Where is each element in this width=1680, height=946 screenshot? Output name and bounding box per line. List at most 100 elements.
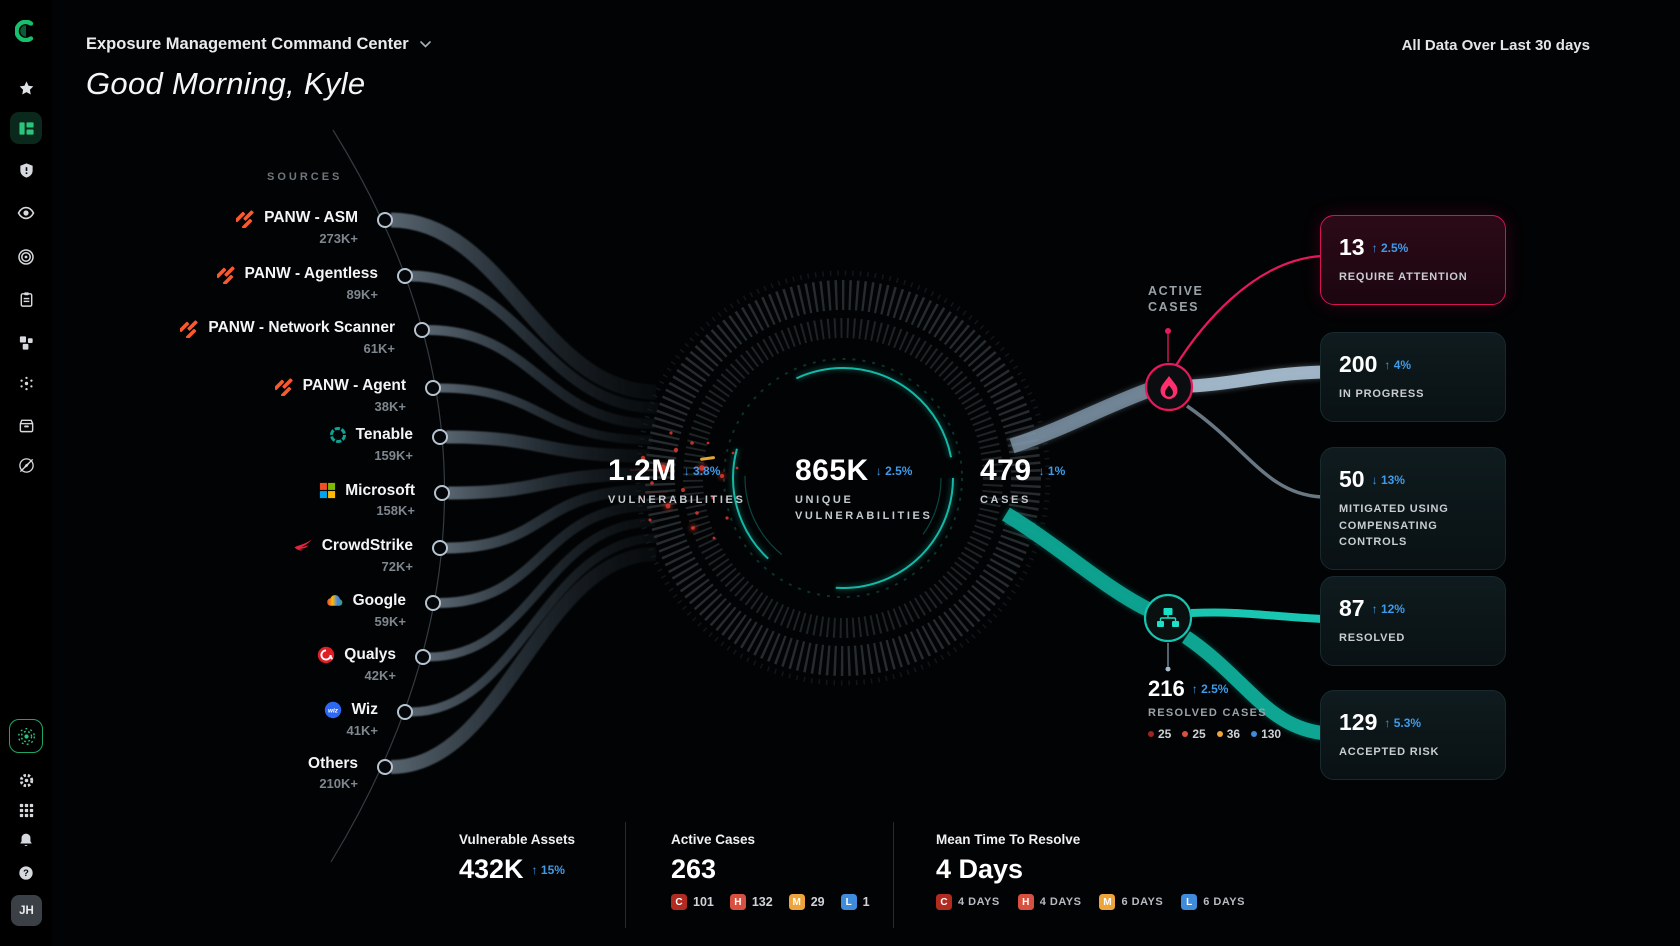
source-name: Tenable xyxy=(355,426,413,443)
page-title-dropdown[interactable]: Exposure Management Command Center xyxy=(86,35,431,54)
qualys-logo-icon xyxy=(318,646,335,664)
app-grid-icon[interactable] xyxy=(10,794,42,826)
greeting-text: Good Morning, Kyle xyxy=(86,66,366,101)
source-node[interactable] xyxy=(397,268,413,284)
card-mitigated[interactable]: 50 ↓ 13% MITIGATED USING COMPENSATING CO… xyxy=(1320,447,1506,570)
time-range-filter[interactable]: All Data Over Last 30 days xyxy=(1401,37,1590,54)
stat-label: CASES xyxy=(980,494,1031,506)
stat-value: 865K xyxy=(795,454,869,487)
source-node[interactable] xyxy=(415,649,431,665)
severity-critical: C 101 xyxy=(671,894,714,910)
resolved-label: RESOLVED CASES xyxy=(1148,707,1267,719)
source-name: Google xyxy=(352,592,406,609)
stat-vulnerabilities: 1.2M ↓ 3.8% VULNERABILITIES xyxy=(608,454,745,509)
star-icon[interactable] xyxy=(10,72,42,104)
source-node[interactable] xyxy=(377,212,393,228)
user-avatar[interactable]: JH xyxy=(11,895,42,926)
source-node[interactable] xyxy=(425,595,441,611)
bell-icon[interactable] xyxy=(10,824,42,856)
source-item-microsoft[interactable]: Microsoft 158K+ xyxy=(318,481,415,518)
footer-divider xyxy=(625,822,626,928)
shield-alert-icon[interactable] xyxy=(10,154,42,186)
active-cases-label: ACTIVE CASES xyxy=(1148,284,1204,314)
stat-cases: 479 ↓ 1% CASES xyxy=(980,454,1065,509)
source-item-panw-asm[interactable]: PANW - ASM 273K+ xyxy=(236,208,358,246)
source-item-panw-agent[interactable]: PANW - Agent 38K+ xyxy=(274,376,406,414)
page-title: Exposure Management Command Center xyxy=(86,35,409,53)
clipboard-icon[interactable] xyxy=(10,283,42,315)
stat-value: 1.2M xyxy=(608,454,677,487)
sitemap-icon xyxy=(1157,608,1179,627)
svg-text:?: ? xyxy=(23,868,29,878)
flame-icon xyxy=(1160,376,1178,399)
source-count: 41K+ xyxy=(346,723,378,738)
blocks-icon[interactable] xyxy=(10,326,42,358)
source-count: 59K+ xyxy=(374,614,406,629)
source-name: PANW - Agent xyxy=(302,377,406,394)
source-node[interactable] xyxy=(432,540,448,556)
compass-icon[interactable] xyxy=(10,449,42,481)
target-icon[interactable] xyxy=(10,241,42,273)
resolved-cases-node[interactable] xyxy=(1143,593,1193,672)
sidebar: ? JH xyxy=(0,0,52,946)
sparkle-icon[interactable] xyxy=(10,367,42,399)
google-cloud-logo-icon xyxy=(326,595,343,606)
chevron-down-icon xyxy=(419,41,431,48)
dashboard-icon-active[interactable] xyxy=(10,112,42,144)
crowdstrike-logo-icon xyxy=(294,539,312,551)
ai-assistant-button[interactable] xyxy=(9,719,43,753)
gear-icon[interactable] xyxy=(10,764,42,796)
card-resolved[interactable]: 87 ↑ 12% RESOLVED xyxy=(1320,576,1506,666)
active-cases-node[interactable] xyxy=(1144,328,1194,412)
archive-box-icon[interactable] xyxy=(10,409,42,441)
stat-value: 479 xyxy=(980,454,1032,487)
cortex-logo[interactable] xyxy=(10,15,42,47)
card-require-attention[interactable]: 13 ↑ 2.5% REQUIRE ATTENTION xyxy=(1320,215,1506,305)
eye-icon[interactable] xyxy=(10,197,42,229)
stat-unique-vulnerabilities: 865K ↓ 2.5% UNIQUE VULNERABILITIES xyxy=(795,454,932,525)
card-accepted-risk[interactable]: 129 ↑ 5.3% ACCEPTED RISK xyxy=(1320,690,1506,780)
source-item-panw-agentless[interactable]: PANW - Agentless 89K+ xyxy=(216,264,378,302)
stat-label: VULNERABILITIES xyxy=(608,494,746,506)
footer-divider xyxy=(893,822,894,928)
card-in-progress[interactable]: 200 ↑ 4% IN PROGRESS xyxy=(1320,332,1506,422)
source-node[interactable] xyxy=(397,704,413,720)
source-node[interactable] xyxy=(432,429,448,445)
sources-heading: SOURCES xyxy=(267,171,343,183)
svg-text:wiz: wiz xyxy=(328,707,339,714)
source-node[interactable] xyxy=(425,380,441,396)
source-name: Microsoft xyxy=(345,481,415,499)
severity-medium: M 29 xyxy=(788,894,825,910)
panw-logo-icon xyxy=(216,266,235,284)
source-node[interactable] xyxy=(414,322,430,338)
source-name: CrowdStrike xyxy=(321,537,413,554)
tenable-logo-icon xyxy=(329,427,346,443)
source-item-qualys[interactable]: Qualys 42K+ xyxy=(316,645,396,683)
severity-dot-high: 25 xyxy=(1182,727,1206,741)
source-item-others[interactable]: Others 210K+ xyxy=(308,755,358,791)
source-count: 89K+ xyxy=(346,287,378,302)
source-item-panw-network-scanner[interactable]: PANW - Network Scanner 61K+ xyxy=(180,318,395,356)
resolved-value: 216 xyxy=(1148,676,1185,701)
panw-logo-icon xyxy=(236,210,254,228)
source-node[interactable] xyxy=(377,759,393,775)
source-name: PANW - ASM xyxy=(264,209,358,226)
microsoft-logo-icon xyxy=(320,482,336,499)
source-item-wiz[interactable]: wiz Wiz 41K+ xyxy=(323,700,378,738)
source-name: Others xyxy=(308,755,358,772)
source-item-google[interactable]: Google 59K+ xyxy=(324,591,406,629)
resolved-severity-breakdown: 25 25 36 130 xyxy=(1148,727,1281,741)
panw-logo-icon xyxy=(274,378,293,396)
source-item-crowdstrike[interactable]: CrowdStrike 72K+ xyxy=(292,536,413,574)
source-item-tenable[interactable]: Tenable 159K+ xyxy=(328,425,413,463)
source-name: PANW - Agentless xyxy=(244,265,378,282)
source-node[interactable] xyxy=(434,485,450,501)
severity-dot-critical: 25 xyxy=(1148,727,1171,741)
help-icon[interactable]: ? xyxy=(10,857,42,889)
